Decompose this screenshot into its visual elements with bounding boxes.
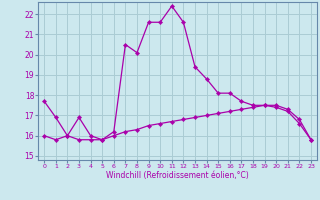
X-axis label: Windchill (Refroidissement éolien,°C): Windchill (Refroidissement éolien,°C) <box>106 171 249 180</box>
